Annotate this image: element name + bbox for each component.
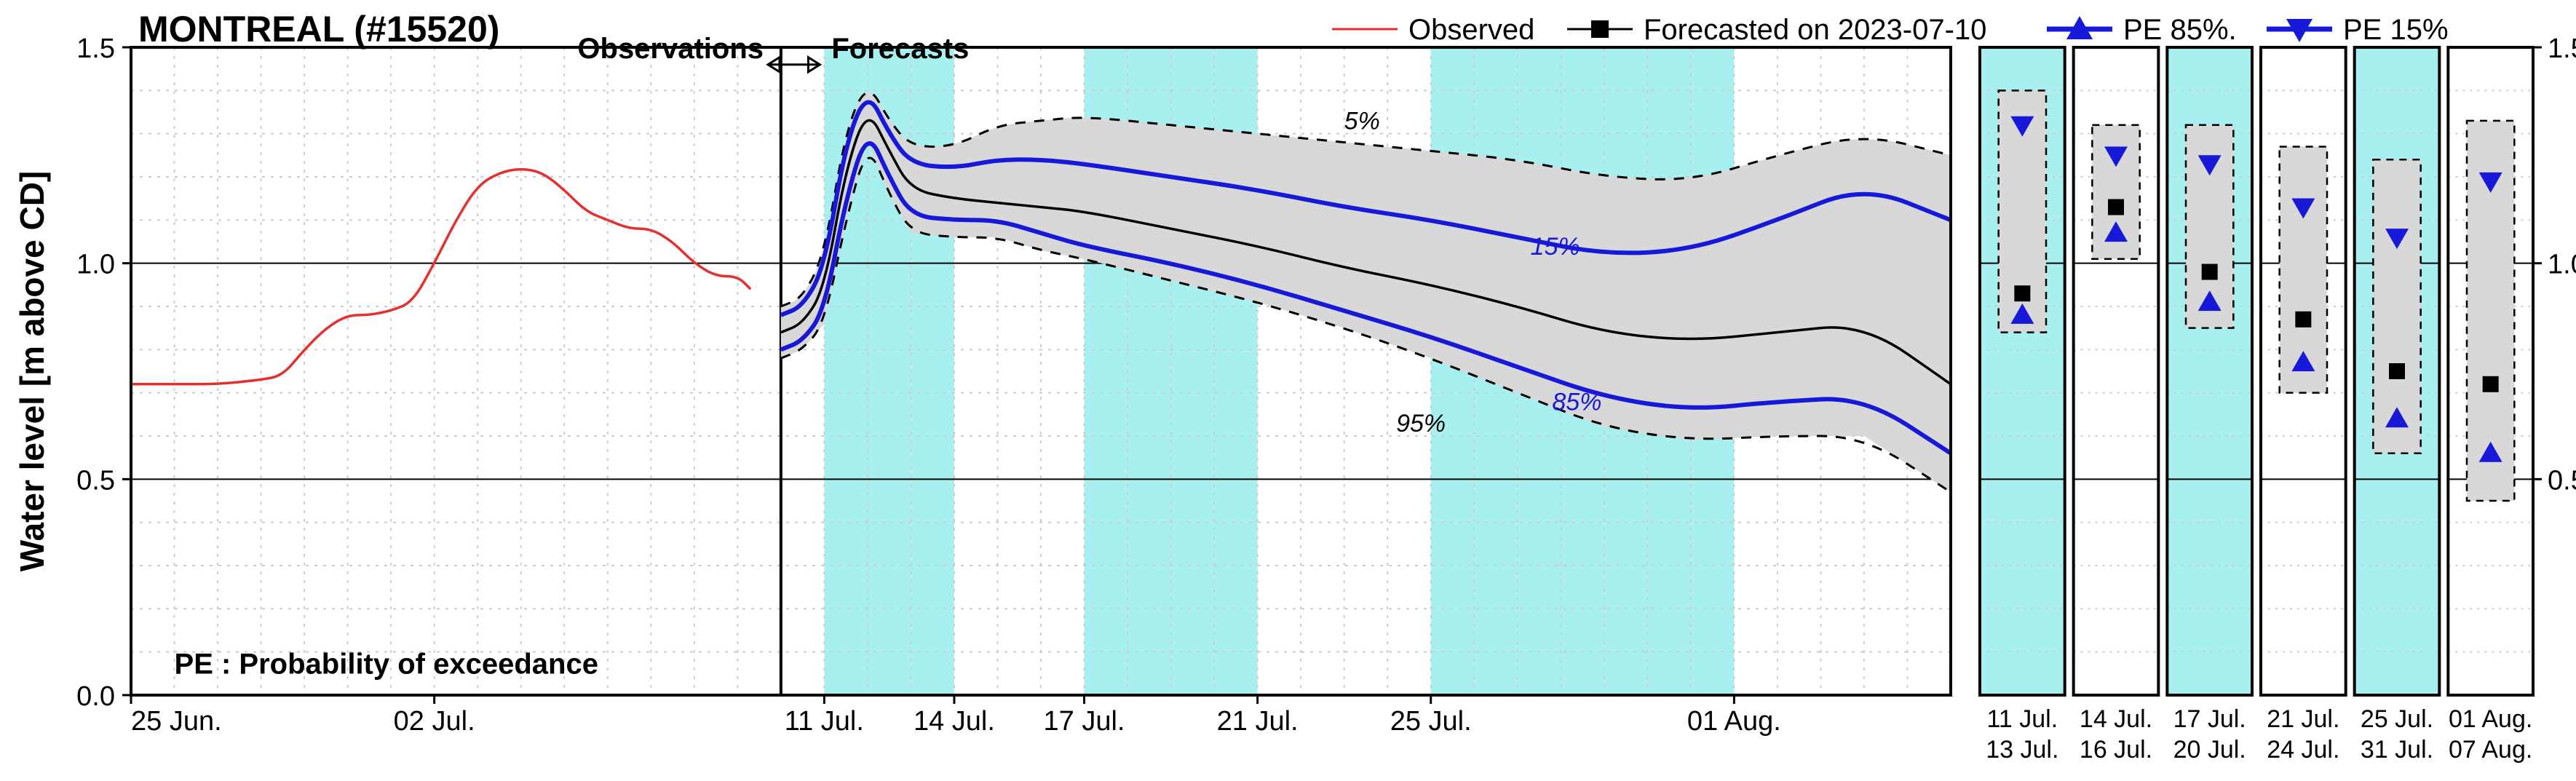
square-marker-icon [1591, 20, 1609, 38]
ytick-label: 0.5 [76, 465, 115, 496]
summary-panel: 01 Aug. 07 Aug. [2448, 47, 2533, 764]
panel-label-top: 11 Jul. [1987, 705, 2058, 733]
xtick-label: 25 Jun. [131, 706, 222, 737]
panel-label-bottom: 13 Jul. [1986, 736, 2058, 764]
panel-label-top: 01 Aug. [2449, 705, 2532, 733]
square-marker-icon [2483, 376, 2499, 392]
xtick-label: 25 Jul. [1390, 706, 1472, 737]
panel-label-bottom: 24 Jul. [2267, 736, 2339, 764]
square-marker-icon [2295, 312, 2311, 328]
main-chart: 0.0 0.5 1.0 1.5 25 Jun. 02 Jul. 11 Jul. 14 Jul.… [13, 9, 1951, 737]
panel-label-top: 14 Jul. [2080, 705, 2152, 733]
legend: Observed Forecasted on 2023-07-10 PE 85%. P… [1332, 14, 2449, 46]
summary-panel: 25 Jul. 31 Jul. [2355, 47, 2440, 764]
panel-label-bottom: 16 Jul. [2080, 736, 2152, 764]
panel-label-bottom: 20 Jul. [2173, 736, 2246, 764]
percent-label: 15% [1531, 233, 1580, 261]
percent-label: 5% [1344, 108, 1380, 135]
summary-panel: 21 Jul. 24 Jul. [2261, 47, 2346, 764]
panel-label-top: 17 Jul. [2173, 705, 2246, 733]
forecasts-label: Forecasts [831, 33, 969, 65]
ytick-label-right: 1.0 [2548, 250, 2576, 280]
summary-panel: 14 Jul. 16 Jul. [2074, 47, 2159, 764]
pe-note: PE : Probability of exceedance [175, 648, 598, 680]
xtick-label: 02 Jul. [394, 706, 475, 737]
summary-panels: 11 Jul. 13 Jul. 14 Jul. 16 Jul. 17 Jul. 20 Ju… [1980, 33, 2576, 764]
square-marker-icon [2014, 285, 2030, 301]
xtick-label: 01 Aug. [1687, 706, 1781, 737]
summary-panel: 11 Jul. 13 Jul. [1980, 47, 2065, 764]
panel-label-bottom: 07 Aug. [2449, 736, 2532, 764]
panel-label-bottom: 31 Jul. [2361, 736, 2433, 764]
observed-line [131, 170, 750, 384]
summary-panel: 17 Jul. 20 Jul. [2167, 47, 2252, 764]
legend-label: PE 15% [2343, 14, 2449, 46]
percent-label: 85% [1552, 388, 1601, 416]
ytick-label-right: 1.5 [2548, 33, 2576, 64]
chart-title: MONTREAL (#15520) [138, 9, 499, 49]
panel-label-top: 21 Jul. [2267, 705, 2339, 733]
legend-label: Observed [1408, 14, 1534, 46]
y-axis-label: Water level [m above CD] [13, 171, 51, 571]
square-marker-icon [2202, 264, 2218, 280]
xtick-label: 14 Jul. [914, 706, 995, 737]
xtick-label: 17 Jul. [1044, 706, 1125, 737]
panel-label-top: 25 Jul. [2361, 705, 2433, 733]
legend-label: Forecasted on 2023-07-10 [1644, 14, 1986, 46]
uncertainty-fan [781, 92, 1951, 492]
ytick-label: 1.0 [76, 250, 115, 280]
xtick-label: 21 Jul. [1217, 706, 1299, 737]
square-marker-icon [2389, 363, 2405, 379]
observations-label: Observations [577, 33, 764, 65]
xtick-label: 11 Jul. [785, 706, 864, 737]
ytick-label: 1.5 [76, 33, 115, 64]
ytick-label-right: 0.5 [2548, 465, 2576, 496]
ytick-label: 0.0 [76, 681, 115, 712]
legend-label: PE 85%. [2123, 14, 2237, 46]
percent-label: 95% [1396, 410, 1446, 437]
square-marker-icon [2108, 199, 2124, 215]
